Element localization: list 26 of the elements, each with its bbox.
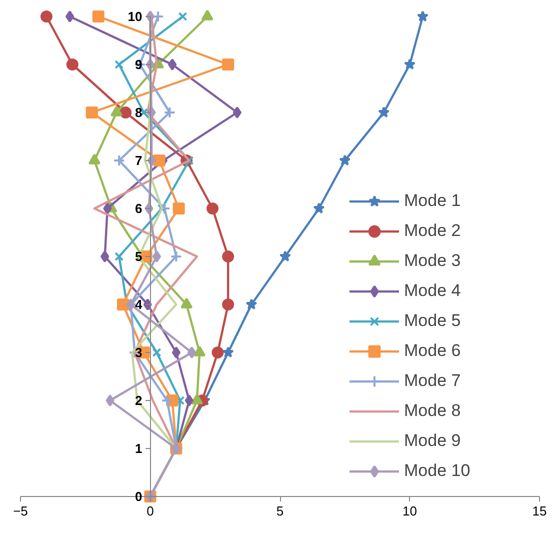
x-tick-label: 10 xyxy=(402,504,417,518)
y-tick-label: 8 xyxy=(135,105,142,120)
x-tick-label: 0 xyxy=(146,504,154,518)
y-tick-label: 2 xyxy=(135,393,142,408)
x-tick-label: −5 xyxy=(13,504,28,518)
y-tick-label: 10 xyxy=(128,9,142,24)
legend-label: Mode 10 xyxy=(404,460,470,482)
y-tick-label: 6 xyxy=(135,201,142,216)
legend-label: Mode 3 xyxy=(404,250,461,272)
y-tick-label: 1 xyxy=(135,441,142,456)
legend-label: Mode 1 xyxy=(404,190,461,212)
y-tick-label: 9 xyxy=(135,57,142,72)
y-tick-label: 3 xyxy=(135,345,142,360)
legend-label: Mode 6 xyxy=(404,340,461,362)
x-tick-label: 15 xyxy=(532,504,547,518)
legend-label: Mode 7 xyxy=(404,370,461,392)
legend-label: Mode 9 xyxy=(404,430,461,452)
y-tick-label: 0 xyxy=(135,489,142,504)
x-tick-label: 5 xyxy=(276,504,284,518)
legend-label: Mode 5 xyxy=(404,310,461,332)
legend-label: Mode 4 xyxy=(404,280,461,302)
y-tick-label: 5 xyxy=(135,249,142,264)
legend-label: Mode 2 xyxy=(404,220,461,242)
y-tick-label: 7 xyxy=(135,153,142,168)
legend-label: Mode 8 xyxy=(404,400,461,422)
y-tick-label: 4 xyxy=(135,297,144,312)
